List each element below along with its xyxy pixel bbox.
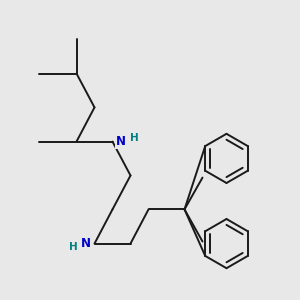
Text: N: N: [81, 237, 91, 250]
Text: N: N: [116, 135, 126, 148]
Text: H: H: [130, 133, 139, 143]
Text: H: H: [68, 242, 77, 252]
